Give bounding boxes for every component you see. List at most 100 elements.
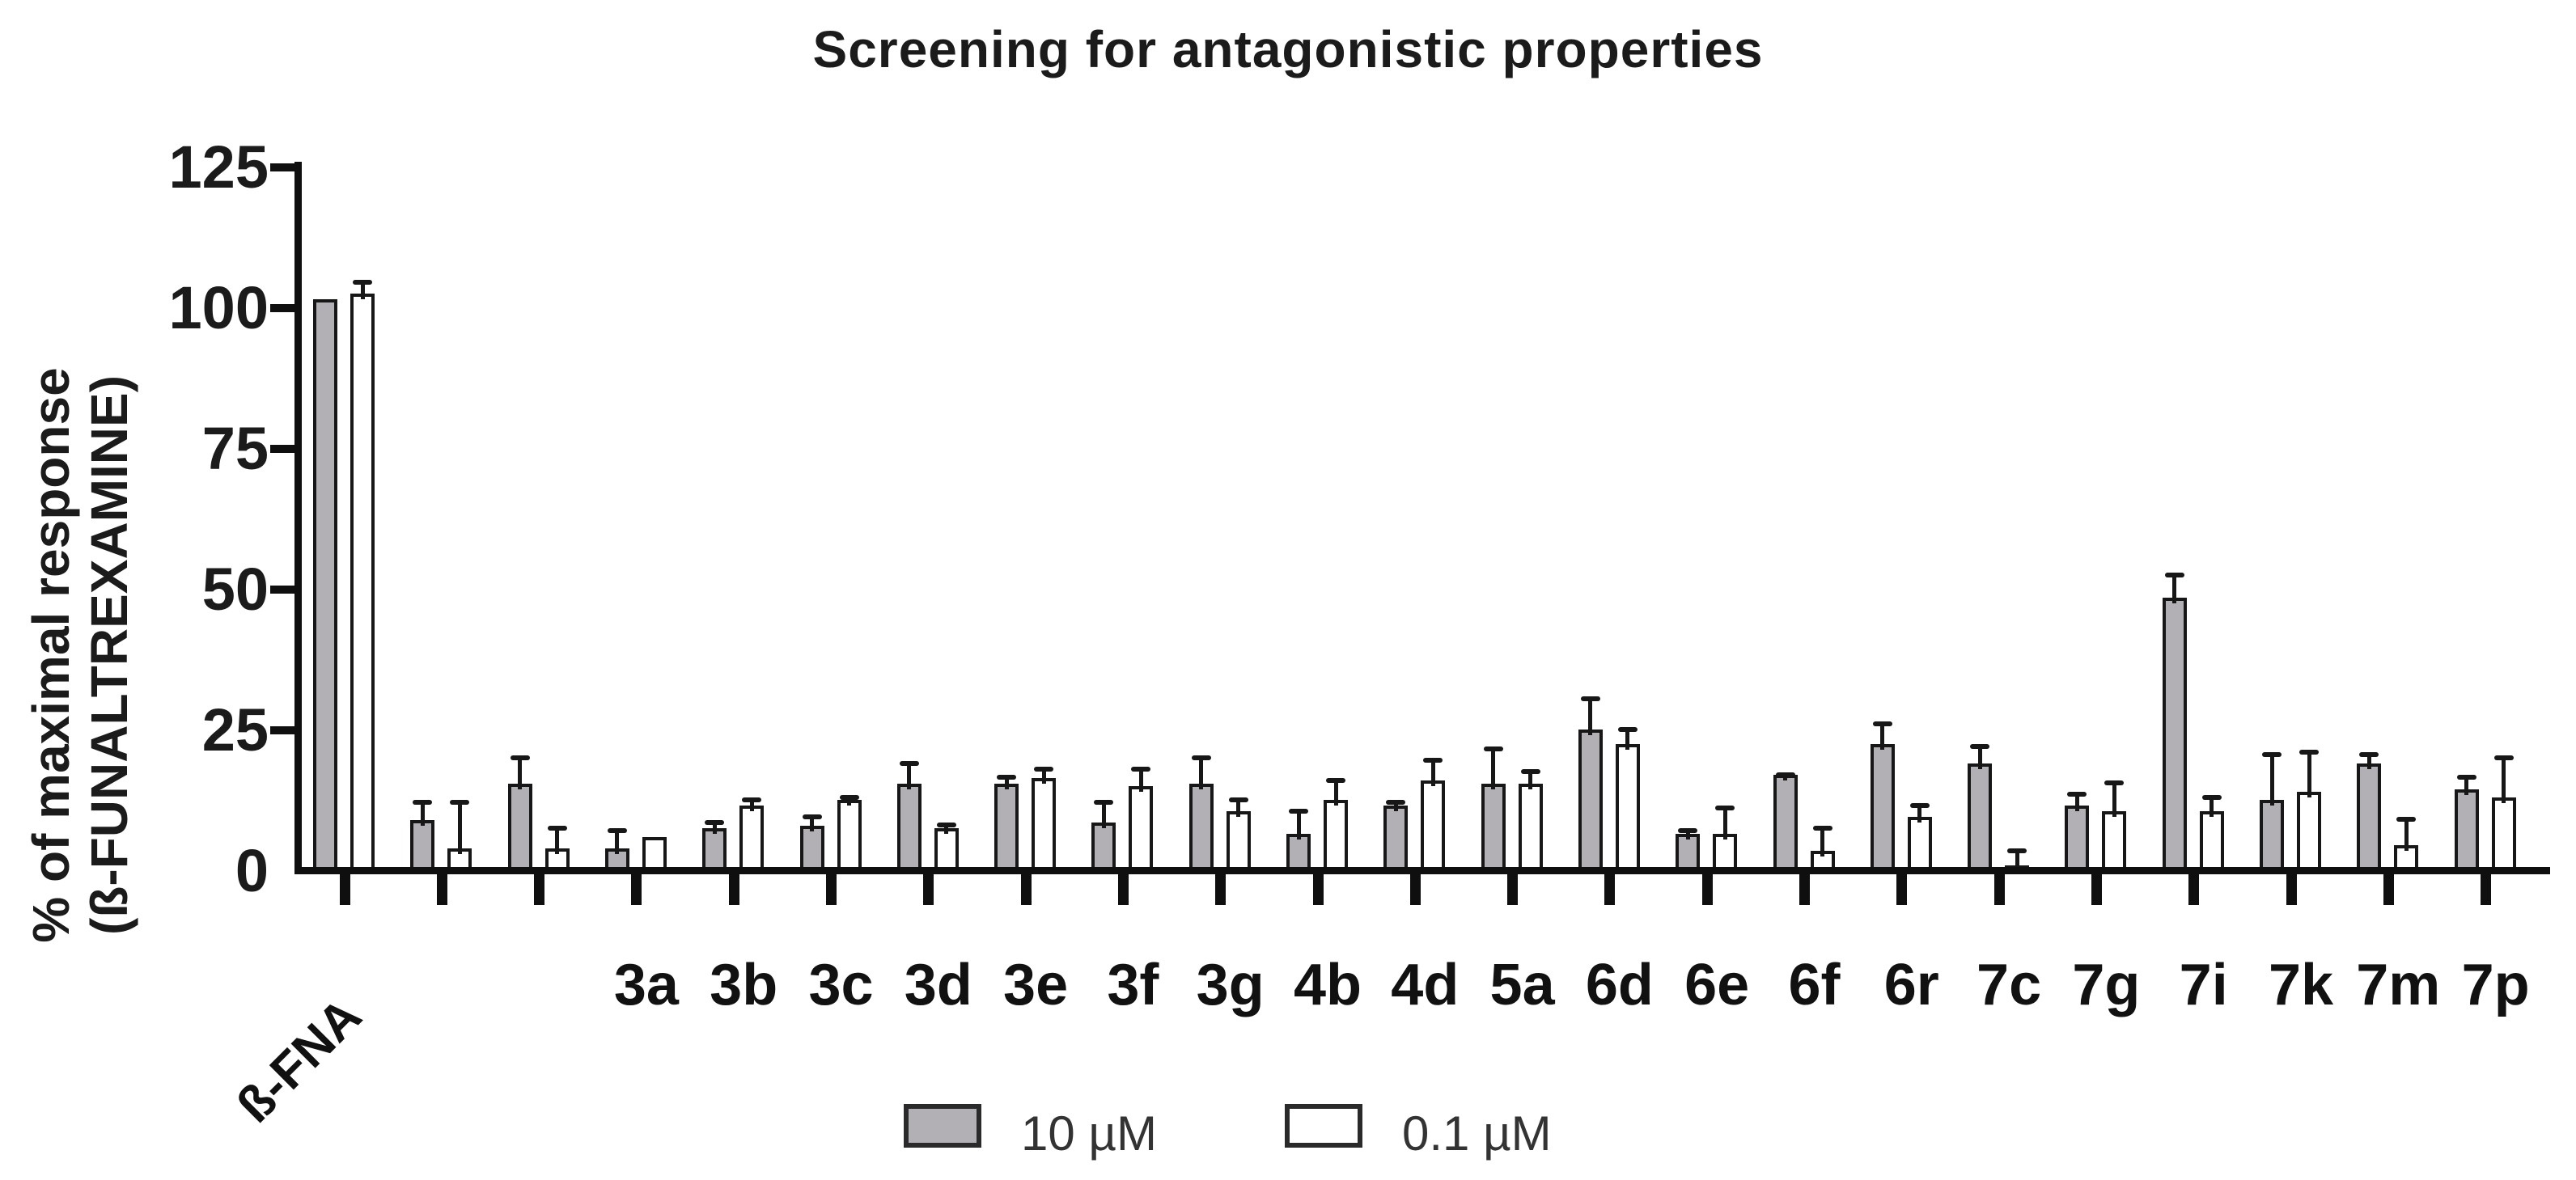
error-bar-cap-bar-01uM-group1 [450, 800, 470, 806]
x-tick-label-3g: 3g [1196, 953, 1265, 1017]
error-bar-cap-bar-10uM-4b [1289, 808, 1308, 814]
error-bar-cap-bar-10uM-7c [1970, 743, 1990, 749]
bar-10uM-group1 [410, 819, 435, 874]
x-tick-label-3d: 3d [904, 953, 972, 1017]
error-bar-bar-10uM-6r [1880, 725, 1885, 750]
x-tick-mark [2091, 874, 2102, 905]
error-bar-bar-10uM-6e [1685, 831, 1690, 840]
x-tick-label-7m: 7m [2356, 953, 2441, 1017]
bar-01uM-ß-FNA [350, 294, 375, 874]
x-tick-label-7i: 7i [2179, 953, 2228, 1017]
bar-01uM-4d [1421, 780, 1446, 874]
bar-01uM-7p [2491, 797, 2516, 874]
error-bar-cap-bar-10uM-4d [1386, 800, 1406, 806]
error-bar-bar-10uM-3f [1101, 803, 1106, 829]
x-tick-mark [534, 874, 545, 905]
error-bar-cap-bar-01uM-6d [1617, 727, 1638, 732]
x-axis-line [294, 867, 2550, 874]
bar-10uM-7g [2065, 806, 2090, 874]
x-tick-mark [826, 874, 837, 905]
x-tick-mark [1117, 874, 1129, 905]
y-tick-mark [270, 586, 294, 594]
error-bar-bar-01uM-ß-FNA [360, 282, 365, 300]
y-axis-line [294, 162, 302, 874]
x-tick-label-7k: 7k [2268, 953, 2334, 1017]
chart-title: Screening for antagonistic properties [812, 20, 1764, 78]
bar-01uM-3g [1226, 811, 1251, 874]
error-bar-cap-bar-01uM-3d [936, 823, 956, 828]
x-tick-mark [1604, 874, 1616, 905]
error-bar-cap-bar-01uM-7p [2493, 755, 2514, 760]
x-tick-label-6f: 6f [1788, 953, 1841, 1017]
bar-01uM-3b [739, 806, 765, 874]
error-bar-bar-01uM-3c [847, 797, 851, 806]
error-bar-bar-10uM-group1 [420, 803, 425, 826]
error-bar-bar-01uM-6f [1820, 828, 1824, 857]
error-bar-cap-bar-10uM-7p [2456, 775, 2476, 780]
x-tick-mark [1507, 874, 1519, 905]
error-bar-cap-bar-10uM-7k [2262, 752, 2282, 758]
bar-01uM-6d [1615, 743, 1640, 874]
bar-10uM-7p [2454, 789, 2479, 874]
bar-10uM-4d [1383, 806, 1409, 874]
error-bar-cap-bar-10uM-3f [1094, 800, 1114, 806]
error-bar-cap-bar-01uM-3c [839, 794, 859, 800]
error-bar-bar-01uM-7p [2502, 758, 2506, 803]
x-tick-mark [1896, 874, 1908, 905]
x-tick-mark [2188, 874, 2200, 905]
y-tick-label-0: 0 [235, 837, 269, 904]
error-bar-bar-10uM-7g [2074, 795, 2079, 812]
error-bar-bar-01uM-3d [944, 826, 949, 835]
x-tick-mark [2383, 874, 2394, 905]
bar-10uM-5a [1481, 783, 1506, 874]
x-tick-label-3f: 3f [1107, 953, 1159, 1017]
error-bar-cap-bar-01uM-4d [1423, 758, 1443, 763]
bar-01uM-3c [837, 800, 862, 874]
x-tick-label-ß-FNA: ß-FNA [226, 988, 373, 1134]
error-bar-bar-10uM-3d [907, 763, 912, 789]
error-bar-cap-bar-10uM-3g [1191, 755, 1211, 760]
error-bar-bar-10uM-4d [1393, 803, 1398, 812]
x-tick-label-3e: 3e [1003, 953, 1069, 1017]
error-bar-bar-10uM-3g [1199, 758, 1204, 789]
bar-10uM-6f [1773, 775, 1798, 874]
error-bar-cap-bar-10uM-3e [997, 775, 1017, 780]
error-bar-cap-bar-01uM-7c [2007, 848, 2027, 853]
bar-10uM-7m [2357, 763, 2382, 874]
error-bar-bar-10uM-7k [2269, 755, 2274, 806]
y-tick-mark [270, 726, 294, 734]
error-bar-bar-01uM-7c [2015, 851, 2019, 871]
legend-label-01uM: 0.1 µM [1402, 1106, 1552, 1161]
error-bar-bar-10uM-7p [2464, 778, 2469, 795]
x-tick-label-6r: 6r [1883, 953, 1939, 1017]
error-bar-bar-01uM-3e [1041, 769, 1046, 784]
x-tick-label-6d: 6d [1585, 953, 1654, 1017]
bar-10uM-7c [1968, 763, 1993, 874]
bar-01uM-7g [2102, 811, 2127, 874]
x-tick-label-4b: 4b [1293, 953, 1362, 1017]
error-bar-cap-bar-10uM-3b [705, 819, 725, 825]
bar-01uM-4b [1324, 800, 1348, 874]
error-bar-cap-bar-10uM-6f [1775, 772, 1795, 777]
x-tick-mark [1993, 874, 2005, 905]
error-bar-cap-bar-01uM-3b [742, 797, 762, 802]
error-bar-bar-10uM-7i [2172, 575, 2177, 603]
x-tick-mark [1409, 874, 1421, 905]
error-bar-bar-01uM-3g [1236, 801, 1241, 818]
error-bar-bar-01uM-3b [749, 801, 754, 812]
error-bar-cap-bar-10uM-6d [1580, 696, 1600, 701]
bar-01uM-6r [1907, 817, 1932, 874]
error-bar-bar-01uM-6r [1917, 806, 1922, 823]
y-tick-mark [270, 445, 294, 453]
error-bar-cap-bar-01uM-7k [2299, 749, 2319, 755]
x-tick-label-5a: 5a [1489, 953, 1555, 1017]
error-bar-bar-01uM-4d [1430, 761, 1435, 787]
x-tick-mark [1799, 874, 1810, 905]
error-bar-bar-10uM-4b [1296, 811, 1301, 840]
error-bar-cap-bar-01uM-3g [1228, 797, 1248, 802]
legend-label-10uM: 10 µM [1021, 1106, 1157, 1161]
error-bar-cap-bar-10uM-7i [2164, 572, 2184, 577]
y-tick-label-100: 100 [168, 274, 269, 341]
